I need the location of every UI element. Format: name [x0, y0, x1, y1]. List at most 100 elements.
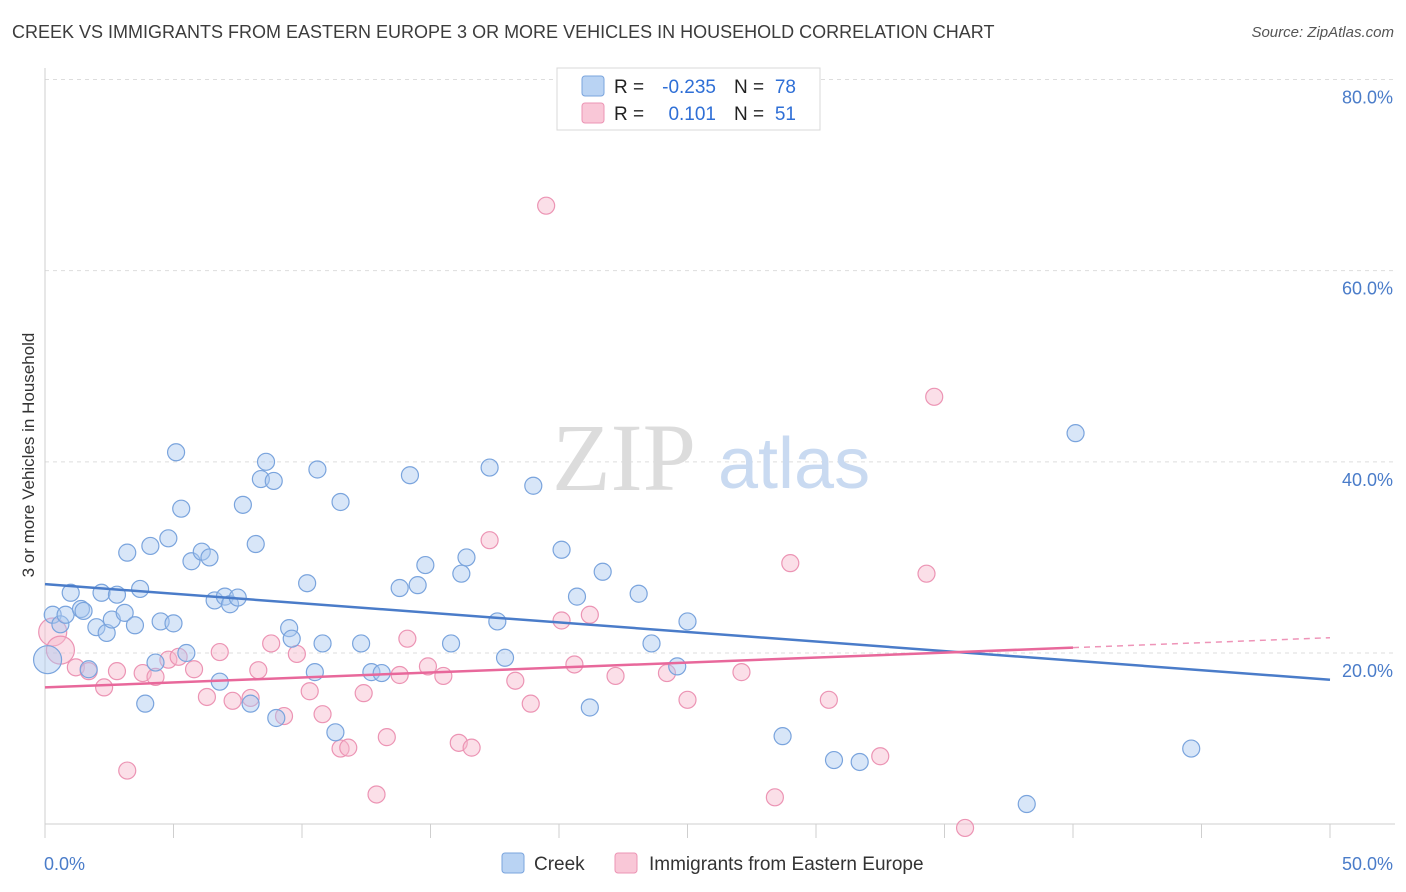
series-immigrants-points: [38, 196, 975, 838]
creek-point-69: [668, 657, 687, 676]
trend-line-immigrants: [44, 646, 1074, 689]
creek-point-66: [593, 562, 612, 581]
creek-point-24: [172, 499, 191, 518]
creek-point-42: [282, 629, 301, 648]
creek-point-0: [32, 645, 63, 675]
immigrants-point-32: [462, 738, 481, 757]
immigrants-point-26: [377, 728, 396, 747]
creek-point-55: [416, 555, 435, 575]
creek-point-36: [246, 534, 265, 554]
immigrants-point-13: [210, 642, 229, 662]
creek-point-53: [400, 466, 420, 485]
immigrants-point-34: [506, 671, 525, 690]
creek-point-16: [130, 579, 150, 599]
immigrants-point-20: [300, 682, 319, 701]
watermark-zip: ZIP: [552, 404, 696, 511]
creek-point-38: [256, 452, 276, 471]
legend-n-value-creek: 78: [775, 77, 796, 98]
immigrants-point-40: [606, 666, 625, 686]
immigrants-point-22: [331, 739, 350, 758]
immigrants-point-17: [262, 634, 281, 653]
watermark: ZIP atlas: [552, 404, 870, 511]
immigrants-point-47: [871, 747, 890, 766]
creek-point-74: [1017, 794, 1036, 814]
legend-swatch-immigrants: [581, 102, 605, 124]
bottom-legend-swatch-creek: [501, 852, 525, 874]
creek-point-70: [678, 612, 697, 631]
creek-point-14: [118, 543, 137, 562]
series-legend: Creek Immigrants from Eastern Europe: [501, 852, 924, 875]
creek-point-57: [452, 564, 471, 583]
immigrants-point-29: [418, 657, 438, 676]
axes: [44, 68, 1395, 838]
legend-r-value-creek: -0.235: [662, 77, 716, 98]
creek-point-52: [390, 578, 409, 598]
y-tick-label-20: 20.0%: [1342, 661, 1393, 681]
legend-r-label-creek: R =: [614, 77, 644, 98]
creek-point-41: [280, 619, 299, 638]
tick-labels: 20.0% 40.0% 60.0% 80.0% 0.0% 50.0%: [44, 88, 1393, 875]
creek-point-54: [408, 576, 427, 595]
creek-point-34: [233, 495, 252, 514]
creek-point-17: [136, 694, 155, 713]
creek-point-19: [146, 653, 165, 672]
immigrants-point-36: [537, 196, 556, 215]
creek-point-23: [166, 443, 186, 462]
bottom-legend-creek: Creek: [534, 854, 585, 875]
immigrants-point-23: [339, 738, 358, 757]
trend-lines: [44, 582, 1331, 689]
immigrants-point-43: [732, 663, 751, 682]
immigrants-point-12: [197, 687, 217, 707]
creek-point-6: [74, 601, 93, 621]
creek-point-28: [200, 548, 219, 567]
creek-point-3: [56, 605, 75, 624]
immigrants-point-11: [184, 660, 204, 679]
creek-point-56: [441, 634, 461, 653]
trend-line-creek: [44, 582, 1331, 682]
x-tick-label-0: 0.0%: [44, 854, 85, 874]
immigrants-point-28: [398, 629, 417, 648]
creek-point-35: [241, 694, 260, 713]
creek-point-75: [1066, 424, 1085, 443]
trend-line-extension-immigrants: [1072, 636, 1331, 649]
immigrants-point-16: [249, 661, 268, 680]
creek-point-43: [298, 574, 317, 593]
creek-point-22: [164, 614, 183, 633]
immigrants-point-42: [678, 690, 697, 709]
immigrants-point-37: [552, 611, 571, 630]
legend-n-label-immigrants: N =: [734, 104, 764, 125]
series-creek-points: [32, 424, 1201, 814]
creek-point-60: [488, 612, 507, 631]
immigrants-point-5: [107, 662, 127, 681]
creek-point-76: [1182, 739, 1201, 758]
legend-n-value-immigrants: 51: [775, 104, 796, 125]
creek-point-62: [524, 476, 543, 495]
immigrants-point-8: [146, 667, 165, 686]
immigrants-point-48: [917, 564, 936, 583]
immigrants-point-44: [765, 788, 784, 807]
immigrants-point-50: [955, 818, 975, 838]
creek-point-40: [267, 708, 286, 728]
chart-title: CREEK VS IMMIGRANTS FROM EASTERN EUROPE …: [12, 22, 995, 42]
y-tick-label-80: 80.0%: [1342, 88, 1393, 108]
creek-point-7: [79, 660, 98, 679]
immigrants-point-6: [118, 761, 137, 780]
creek-point-67: [629, 584, 648, 603]
immigrants-point-4: [95, 678, 114, 697]
immigrants-point-33: [480, 531, 499, 550]
y-tick-label-60: 60.0%: [1342, 279, 1393, 299]
immigrants-point-46: [819, 690, 838, 709]
correlation-legend: R = -0.235 N = 78 R = 0.101 N = 51: [556, 67, 821, 131]
immigrants-point-21: [313, 705, 332, 724]
creek-point-58: [457, 548, 476, 567]
immigrants-point-19: [287, 644, 306, 664]
creek-point-45: [308, 460, 327, 479]
legend-swatch-creek: [581, 75, 605, 97]
legend-r-label-immigrants: R =: [614, 104, 644, 125]
creek-point-71: [773, 727, 792, 746]
creek-point-18: [141, 536, 160, 556]
immigrants-point-25: [367, 785, 386, 804]
creek-point-21: [159, 529, 178, 548]
bottom-legend-swatch-immigrants: [614, 852, 638, 874]
